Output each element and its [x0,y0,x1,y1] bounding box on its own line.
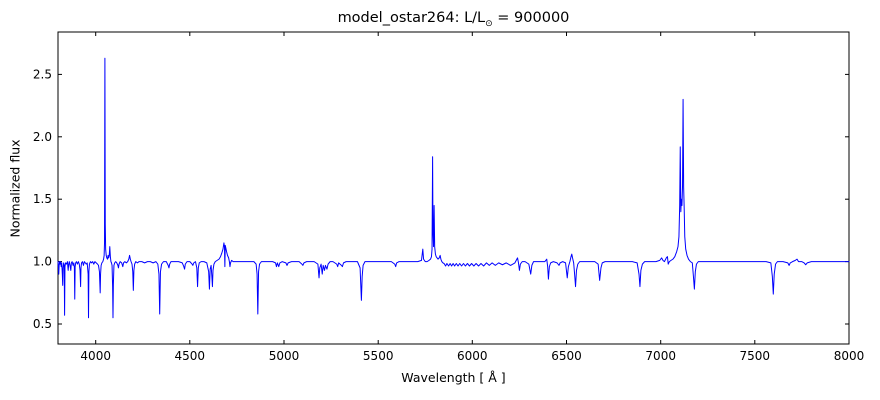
y-tick-label: 2.0 [33,130,52,144]
y-tick-label: 2.5 [33,67,52,81]
spectrum-line [57,57,850,319]
x-axis-label: Wavelength [ Å ] [401,370,506,385]
x-tick-label: 4500 [175,349,206,363]
plot-border [57,31,850,345]
chart-title-prefix: model_ostar264: L/L [337,10,486,26]
y-axis-label: Normalized flux [7,139,23,238]
chart-title: model_ostar264: L/L⊙ = 900000 [58,10,849,29]
x-tick-label: 6500 [551,349,582,363]
y-tick-label: 1.0 [33,255,52,269]
x-tick-label: 7500 [740,349,771,363]
x-tick-label: 4000 [80,349,111,363]
x-tick-label: 5500 [363,349,394,363]
solar-symbol: ⊙ [485,18,493,29]
y-tick-label: 0.5 [33,317,52,331]
x-tick-label: 7000 [645,349,676,363]
x-tick-label: 5000 [269,349,300,363]
x-tick-label: 8000 [834,349,865,363]
y-tick-label: 1.5 [33,192,52,206]
chart-title-suffix: = 900000 [492,10,570,26]
x-tick-label: 6000 [457,349,488,363]
